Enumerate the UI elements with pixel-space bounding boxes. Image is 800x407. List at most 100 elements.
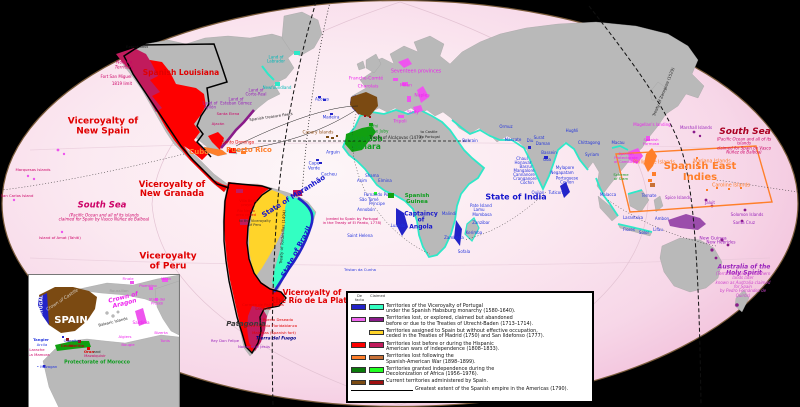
map-label: Cuba <box>189 148 209 157</box>
map-label: Mazalquivir <box>84 353 106 359</box>
map-label: Treaty of Alcáçovas (1479) <box>369 134 423 140</box>
legend-swatch-claimed <box>369 304 384 310</box>
legend-rows: Territories of the Viceroyalty of Portug… <box>351 303 589 392</box>
territories-orchid-group <box>12 58 650 234</box>
map-label: Australia of the Holy Spirit <box>717 263 771 277</box>
territory-spain <box>350 92 378 117</box>
map-label: Caroline Islands <box>711 183 751 189</box>
territory-mozambique-coast <box>454 220 462 246</box>
legend-row: Territories granted independence during … <box>351 366 589 378</box>
map-label: Nootka Territory <box>114 60 134 70</box>
map-label: Ambon <box>654 215 670 221</box>
map-label: Milan <box>400 83 412 89</box>
map-label: Land of Corte-Real <box>245 87 267 97</box>
map-label: Macau <box>611 139 625 145</box>
tordesillas-secondary-line <box>301 1 331 197</box>
map-label: 1819 limit <box>111 80 133 86</box>
map-label: Arcila <box>36 342 48 348</box>
legend-row-text: Current territories administered by Spai… <box>386 378 489 385</box>
label-viceroyalty-new-spain: Viceroyalty of New Spain <box>67 116 139 136</box>
map-label: and <box>93 349 101 355</box>
east-indies-boundary <box>615 145 773 213</box>
map-label: Negapatam <box>550 169 574 175</box>
map-label: • Mazagan <box>36 364 58 370</box>
inset-land <box>42 275 179 407</box>
map-label: to the Viceroyalty of Peru <box>239 219 271 227</box>
map-label: Cochin <box>520 179 534 185</box>
land-sumatra <box>597 195 619 222</box>
map-label: Elmina <box>378 177 392 183</box>
territory-ceuta <box>364 115 366 117</box>
map-label: Cape Juby <box>367 128 389 134</box>
map-label: Nueva Colonia Floridablanca <box>242 322 298 328</box>
legend-row-text: Territories lost, or explored, claimed b… <box>386 315 534 327</box>
inset-map-svg <box>38 275 179 407</box>
map-label: Cape Verde <box>308 160 320 170</box>
legend-swatch-de-facto <box>351 379 366 386</box>
legend-swatch-de-facto <box>351 304 366 310</box>
territory-melilla <box>369 116 371 118</box>
map-label: Tristan da Cunha <box>344 266 376 272</box>
map-label: Bougie <box>121 342 135 348</box>
map-label: Spanish Protectorate of Cambodia <box>613 150 639 165</box>
legend-swatch-claimed <box>369 367 384 373</box>
map-label: Ajacán <box>211 120 225 126</box>
map-label: Basrur <box>519 163 533 169</box>
map-label: Charolais <box>357 84 379 90</box>
map-label: Puerto Deseado <box>262 316 294 322</box>
land-sulawesi <box>653 195 664 213</box>
label-viceroyalty-rio-de-la-plata: Viceroyalty of the Río de La Plata <box>271 287 353 305</box>
map-label: Tripoli <box>393 119 407 125</box>
legend-extent-line-sample <box>351 389 413 391</box>
land-eurasia <box>351 21 705 195</box>
land-australia <box>659 237 723 293</box>
land-new-zealand <box>734 289 750 313</box>
map-label: New Guinea <box>699 236 727 242</box>
legend-swatch-claimed <box>369 316 384 323</box>
legend-row: Territories lost before or during the Hi… <box>351 341 589 353</box>
territory-mindanao-claimed <box>650 183 655 187</box>
map-label: to Portugal <box>420 135 440 140</box>
map-label: Pate Island <box>470 202 492 208</box>
label-viceroyalty-peru: Viceroyalty of Peru <box>139 251 197 271</box>
territory-rio-muni <box>388 193 394 198</box>
territory-ifni <box>369 123 373 126</box>
territory-new-guinea <box>668 214 706 230</box>
label-spanish-louisiana: Spanish Louisiana <box>142 67 220 77</box>
inset-territory-oran <box>87 347 90 350</box>
map-label: Flores <box>623 226 635 232</box>
map-label: Spanish Sahara <box>349 133 383 151</box>
map-label: Mariana Islands <box>693 159 731 165</box>
map-label: Zambezia <box>444 234 464 240</box>
territory-state-of-brazil-band <box>272 196 314 293</box>
legend-swatch-claimed <box>369 329 384 335</box>
map-label: Santa Cruz <box>733 219 755 225</box>
inset-territories <box>38 278 168 368</box>
map-label: Land of Labrador <box>267 54 285 64</box>
legend-swatch-de-facto <box>351 354 366 361</box>
legend-row: Territories of the Viceroyalty of Portug… <box>351 303 589 315</box>
map-label: La Mamora <box>28 352 50 358</box>
map-label: Naples <box>414 93 430 99</box>
map-label: Marquesas Islands <box>15 166 51 172</box>
territories-portugal-claimed <box>261 65 653 259</box>
map-label: Canary Islands <box>302 129 334 135</box>
legend-row-text: Greatest extent of the Spanish empire in… <box>415 385 569 392</box>
map-label: State of Maranhão <box>260 173 327 220</box>
legend-row: Territories lost following the Spanish-A… <box>351 353 589 365</box>
inset-territory-spain <box>39 287 97 333</box>
territory-netherlands <box>398 58 412 68</box>
map-label: Fort San Miguel <box>100 73 132 79</box>
legend-swatch-claimed <box>369 354 384 361</box>
map-label: Saint Helena <box>347 232 373 238</box>
territories-brown-group <box>326 92 378 139</box>
legend-swatches <box>351 354 386 361</box>
legend-column-headers: De facto Claimed <box>352 294 589 302</box>
map-label: Syriam <box>584 151 600 157</box>
map-label: Chittagong <box>577 139 601 145</box>
zaragoza-line <box>588 5 702 406</box>
map-label: Arguin <box>326 149 340 155</box>
map-label: Crown of Aragon <box>107 290 139 310</box>
